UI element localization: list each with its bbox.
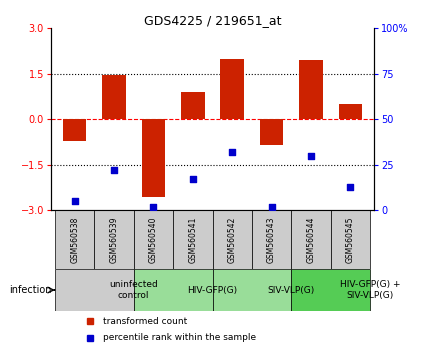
Text: transformed count: transformed count: [103, 317, 187, 326]
Bar: [134, 269, 212, 311]
Bar: [134, 210, 173, 269]
Text: GSM560539: GSM560539: [110, 216, 119, 263]
Bar: [291, 210, 331, 269]
Bar: [212, 210, 252, 269]
Title: GDS4225 / 219651_at: GDS4225 / 219651_at: [144, 14, 281, 27]
Point: [229, 149, 235, 155]
Text: percentile rank within the sample: percentile rank within the sample: [103, 333, 256, 342]
Text: uninfected
control: uninfected control: [109, 280, 158, 300]
Text: GSM560544: GSM560544: [306, 216, 315, 263]
Bar: [331, 210, 370, 269]
Bar: [102, 75, 126, 119]
Bar: [299, 60, 323, 119]
Bar: [173, 210, 212, 269]
Text: GSM560545: GSM560545: [346, 216, 355, 263]
Bar: [94, 210, 134, 269]
Text: GSM560538: GSM560538: [70, 216, 79, 263]
Bar: [291, 269, 370, 311]
Bar: [63, 119, 86, 141]
Bar: [260, 119, 283, 145]
Point: [308, 153, 314, 159]
Bar: [55, 269, 134, 311]
Bar: [212, 269, 291, 311]
Text: SIV-VLP(G): SIV-VLP(G): [268, 286, 315, 295]
Point: [190, 177, 196, 182]
Bar: [221, 59, 244, 119]
Bar: [339, 104, 362, 119]
Point: [268, 204, 275, 210]
Text: GSM560541: GSM560541: [188, 216, 197, 263]
Point: [150, 204, 157, 210]
Point: [71, 199, 78, 204]
Text: HIV-GFP(G): HIV-GFP(G): [187, 286, 238, 295]
Text: infection: infection: [9, 285, 52, 295]
Text: GSM560543: GSM560543: [267, 216, 276, 263]
Bar: [181, 92, 204, 119]
Point: [347, 184, 354, 189]
Text: HIV-GFP(G) +
SIV-VLP(G): HIV-GFP(G) + SIV-VLP(G): [340, 280, 400, 300]
Point: [110, 167, 117, 173]
Bar: [142, 119, 165, 197]
Text: GSM560542: GSM560542: [228, 216, 237, 263]
Bar: [55, 210, 94, 269]
Text: GSM560540: GSM560540: [149, 216, 158, 263]
Bar: [252, 210, 291, 269]
